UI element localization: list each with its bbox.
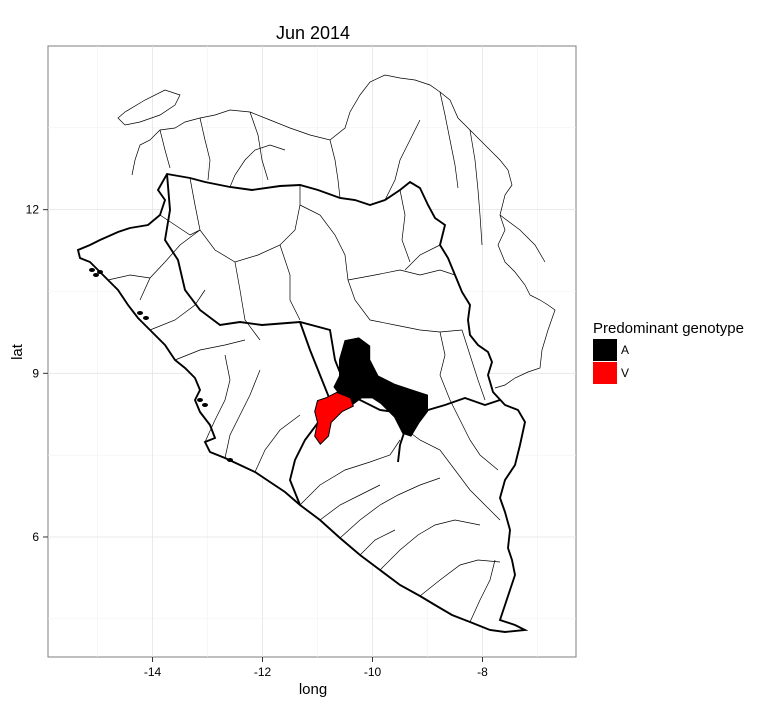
district-boundary xyxy=(229,144,286,188)
x-tick-label: -14 xyxy=(144,665,162,679)
northern-interior-outline xyxy=(131,74,556,389)
x-tick-label: -12 xyxy=(254,665,272,679)
district-boundary xyxy=(224,369,261,459)
district-boundary xyxy=(379,519,481,571)
plot-title: Jun 2014 xyxy=(276,23,350,43)
y-tick-label: 9 xyxy=(32,366,39,380)
legend-swatch-a xyxy=(593,339,617,361)
x-tick-label: -8 xyxy=(477,665,488,679)
district-boundary xyxy=(399,424,501,521)
coastal-island xyxy=(97,270,103,274)
coastal-island xyxy=(89,268,95,272)
coastal-island xyxy=(227,458,233,462)
coastal-island xyxy=(143,316,149,320)
legend-title: Predominant genotype xyxy=(593,320,744,337)
district-boundary xyxy=(254,414,301,473)
district-boundary xyxy=(249,111,269,181)
district-boundary xyxy=(384,119,421,201)
district-boundary xyxy=(149,289,206,331)
district-boundary xyxy=(299,439,401,506)
region-genotype-v xyxy=(314,391,354,445)
district-boundary xyxy=(279,244,301,321)
district-boundary xyxy=(469,559,496,623)
x-axis-ticks: -14 -12 -10 -8 xyxy=(144,657,488,679)
district-boundary xyxy=(399,189,411,263)
district-boundary xyxy=(299,204,371,321)
legend-label-a: A xyxy=(621,343,629,357)
coastline-border xyxy=(76,172,529,633)
district-boundary xyxy=(189,177,301,263)
coastal-island xyxy=(202,403,208,407)
district-boundary xyxy=(499,214,546,263)
district-boundary xyxy=(234,261,261,341)
district-boundary xyxy=(319,484,381,521)
district-boundary xyxy=(199,117,211,181)
legend-label-v: V xyxy=(621,366,629,380)
y-axis-ticks: 6 9 12 xyxy=(26,203,48,544)
y-tick-label: 12 xyxy=(26,203,40,217)
district-boundary xyxy=(439,331,499,471)
district-boundary xyxy=(347,269,456,281)
coastal-island xyxy=(137,311,143,315)
coastal-island xyxy=(93,273,99,277)
y-tick-label: 6 xyxy=(32,530,39,544)
district-boundary xyxy=(419,559,501,597)
base-map-districts xyxy=(76,74,556,633)
district-boundary xyxy=(159,129,171,169)
x-tick-label: -10 xyxy=(364,665,382,679)
y-axis-label: lat xyxy=(9,343,26,360)
district-boundary xyxy=(174,339,246,361)
northwest-outline xyxy=(117,89,181,126)
district-boundary xyxy=(404,244,441,271)
district-boundary xyxy=(439,91,459,189)
legend-swatch-v xyxy=(593,362,617,384)
district-boundary xyxy=(107,274,151,281)
coastal-island xyxy=(197,398,203,402)
district-boundary xyxy=(359,529,396,556)
district-boundary xyxy=(461,329,486,401)
district-boundary xyxy=(139,229,201,301)
x-axis-label: long xyxy=(299,681,327,698)
legend: Predominant genotype A V xyxy=(593,320,744,384)
district-boundary xyxy=(369,319,463,333)
district-boundary xyxy=(339,477,441,539)
district-boundary xyxy=(469,129,483,246)
genotype-regions xyxy=(314,337,428,445)
district-boundary xyxy=(329,139,341,199)
